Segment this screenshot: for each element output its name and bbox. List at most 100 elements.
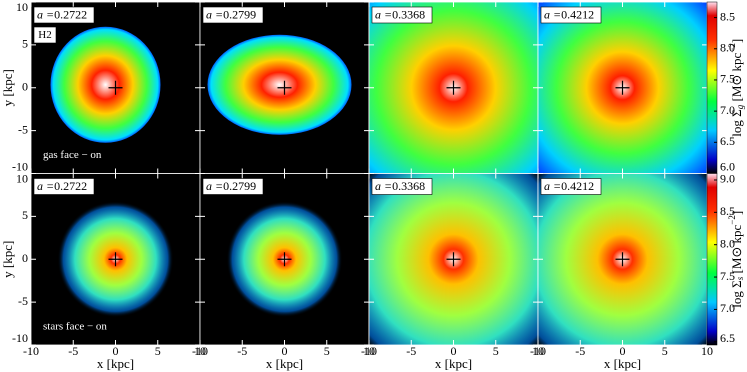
cb-main: log Σ <box>729 109 744 136</box>
center-cross <box>615 252 630 267</box>
panel <box>200 173 369 345</box>
cb-sub: g <box>735 104 745 109</box>
center-cross <box>108 252 123 267</box>
x-axis-label: x [kpc] <box>435 356 472 371</box>
x-tick-label: 0 <box>451 344 457 358</box>
colorbar-tick-label: 6.5 <box>720 134 735 148</box>
label-box <box>371 6 433 24</box>
scale-value: 0.4212 <box>561 179 594 193</box>
colorbar-tick-label: 7.5 <box>720 72 735 86</box>
label-box <box>371 178 433 195</box>
x-tick-label: -10 <box>361 344 377 358</box>
species-label: H2 <box>38 29 51 41</box>
scale-prefix: a = <box>206 179 223 193</box>
y-axis-label: y [kpc] <box>0 241 15 278</box>
scale-value: 0.4212 <box>561 7 594 21</box>
x-tick-label: 5 <box>493 344 499 358</box>
row-label: stars face − on <box>43 321 107 333</box>
x-tick-label: 0 <box>620 344 626 358</box>
panel <box>200 2 369 174</box>
label-box <box>33 26 57 44</box>
x-tick-label: 5 <box>324 344 330 358</box>
scale-factor: a =0.3368 <box>375 179 425 193</box>
x-tick-label: -5 <box>406 344 416 358</box>
colorbar-label: log Σs [M⊙ kpc−2] <box>727 211 745 308</box>
x-tick-label: -5 <box>237 344 247 358</box>
center-cross <box>108 80 123 95</box>
panel <box>31 2 200 174</box>
scale-value: 0.3368 <box>392 179 425 193</box>
y-tick-label: -5 <box>18 294 28 308</box>
scale-factor: a =0.3368 <box>375 7 425 21</box>
x-tick-label: 10 <box>363 344 375 358</box>
y-tick-label: 10 <box>16 171 28 185</box>
label-box <box>33 6 95 24</box>
colorbar-tick-label: 7.0 <box>720 301 735 315</box>
x-tick-label: 10 <box>532 344 544 358</box>
row-label: gas face − on <box>43 149 102 161</box>
colorbar-tick-label: 8.0 <box>720 41 735 55</box>
cb-sub: s <box>735 276 745 280</box>
x-axis-label: x [kpc] <box>604 356 641 371</box>
colorbar-tick-label: 8.5 <box>720 9 735 23</box>
cb-end: ] <box>729 39 744 43</box>
colorbar-tick-label: 6.5 <box>720 331 735 345</box>
x-axis-label: x [kpc] <box>266 356 303 371</box>
x-tick-label: -5 <box>68 344 78 358</box>
scale-prefix: a = <box>544 179 561 193</box>
panel <box>369 2 538 174</box>
x-tick-label: -5 <box>575 344 585 358</box>
scale-prefix: a = <box>37 179 54 193</box>
center-cross <box>277 80 292 95</box>
scale-factor: a =0.2799 <box>206 179 256 193</box>
x-tick-label: -10 <box>192 344 208 358</box>
cb-sup: −2 <box>727 43 737 53</box>
scale-prefix: a = <box>375 179 392 193</box>
x-tick-label: 5 <box>662 344 668 358</box>
scale-factor: a =0.2799 <box>206 7 256 21</box>
panel <box>538 2 707 174</box>
x-tick-label: 0 <box>113 344 119 358</box>
colorbar <box>706 173 718 346</box>
label-box <box>33 178 95 195</box>
scale-value: 0.2799 <box>223 7 256 21</box>
scale-factor: a =0.2722 <box>37 179 87 193</box>
label-box <box>540 6 602 24</box>
y-tick-label: 5 <box>22 37 28 51</box>
x-tick-label: -10 <box>530 344 546 358</box>
x-tick-label: 5 <box>155 344 161 358</box>
y-tick-label: -10 <box>12 331 28 345</box>
x-tick-label: 10 <box>194 344 206 358</box>
center-cross <box>446 80 461 95</box>
scale-factor: a =0.4212 <box>544 179 594 193</box>
gas-disk <box>50 26 161 143</box>
y-axis-label: y [kpc] <box>0 69 15 106</box>
panel <box>31 173 200 345</box>
panel <box>538 173 707 345</box>
colorbar <box>706 1 718 174</box>
scale-prefix: a = <box>37 7 54 21</box>
scale-factor: a =0.2722 <box>37 7 87 21</box>
colorbar-tick-label: 7.5 <box>720 269 735 283</box>
panel <box>369 173 538 345</box>
gas-disk <box>207 34 352 135</box>
x-tick-label: 0 <box>282 344 288 358</box>
scale-factor: a =0.4212 <box>544 7 594 21</box>
scale-value: 0.2722 <box>54 7 87 21</box>
y-tick-label: 10 <box>16 0 28 14</box>
x-axis-label: x [kpc] <box>97 356 134 371</box>
cb-unit: [M⊙ kpc <box>729 52 744 104</box>
colorbar-tick-label: 8.5 <box>720 204 735 218</box>
label-box <box>202 178 264 195</box>
colorbar-tick-label: 9.0 <box>720 172 735 186</box>
cb-unit: [M⊙ kpc <box>729 224 744 276</box>
cb-end: ] <box>729 211 744 215</box>
colorbar-tick-label: 7.0 <box>720 103 735 117</box>
label-box <box>202 6 264 24</box>
scale-prefix: a = <box>544 7 561 21</box>
colorbar-tick-label: 6.0 <box>720 159 735 173</box>
scale-prefix: a = <box>375 7 392 21</box>
center-cross <box>446 252 461 267</box>
y-tick-label: 0 <box>22 251 28 265</box>
